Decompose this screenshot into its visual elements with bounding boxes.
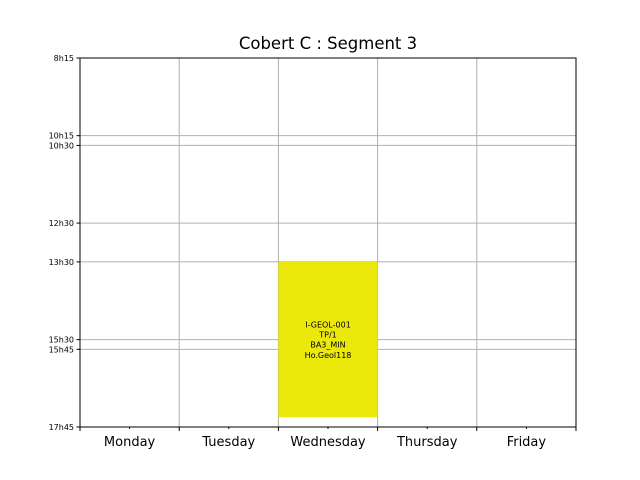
x-tick-label: Tuesday: [201, 435, 255, 450]
chart-title: Cobert C : Segment 3: [239, 34, 417, 53]
y-tick-label: 10h15: [49, 132, 74, 141]
y-tick-label: 13h30: [49, 258, 74, 267]
event-label-line: Ho.Geol118: [305, 351, 352, 360]
y-tick-label: 10h30: [49, 141, 74, 150]
x-tick-label: Friday: [507, 435, 547, 450]
y-tick-label: 15h30: [49, 336, 74, 345]
event-label-line: I-GEOL-001: [305, 320, 351, 329]
x-tick-label: Thursday: [396, 435, 458, 450]
event-block: [278, 261, 378, 418]
x-tick-label: Monday: [104, 435, 156, 450]
event-label-line: BA3_MIN: [310, 341, 345, 350]
y-tick-label: 15h45: [49, 345, 74, 354]
y-tick-label: 8h15: [54, 54, 74, 63]
event-label-line: TP/1: [318, 331, 337, 340]
x-axis-ticks: Monday Tuesday Wednesday Thursday Friday: [79, 427, 577, 450]
y-tick-label: 17h45: [49, 423, 74, 432]
x-tick-label: Wednesday: [290, 435, 366, 450]
y-tick-label: 12h30: [49, 219, 74, 228]
